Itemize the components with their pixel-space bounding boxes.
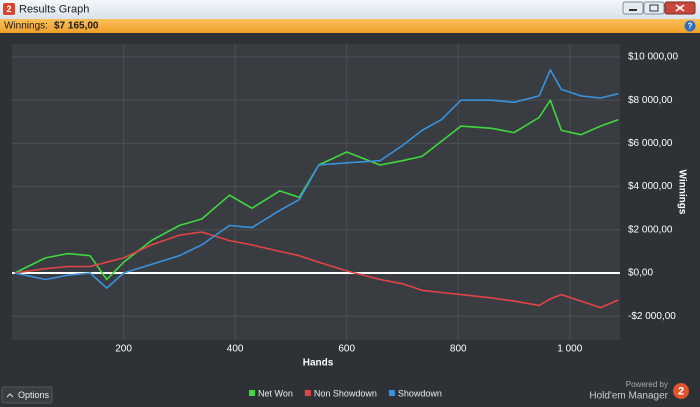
help-icon: ? xyxy=(688,22,693,31)
options-button[interactable] xyxy=(1,386,53,404)
x-tick-label: 800 xyxy=(450,344,467,355)
app-badge: 2 xyxy=(6,4,11,14)
legend-label: Net Won xyxy=(258,388,293,398)
window-title: Results Graph xyxy=(19,3,89,15)
minimize-icon xyxy=(629,9,637,11)
maximize-icon xyxy=(649,4,659,12)
legend-label: Non Showdown xyxy=(314,388,377,398)
x-tick-label: 400 xyxy=(227,344,244,355)
legend: Net Won Non Showdown Showdown xyxy=(249,388,442,398)
logo-text: 2 xyxy=(678,385,684,397)
y-tick-label: $2 000,00 xyxy=(628,224,673,235)
maximize-button[interactable] xyxy=(643,1,665,15)
x-tick-label: 200 xyxy=(115,344,132,355)
x-axis-label: Hands xyxy=(303,358,334,369)
close-icon xyxy=(675,4,685,12)
legend-swatch xyxy=(249,390,255,396)
product-name: Hold'em Manager xyxy=(589,391,668,402)
y-tick-label: $10 000,00 xyxy=(628,52,678,63)
series-line xyxy=(14,69,619,289)
app-icon xyxy=(3,3,15,15)
options-label: Options xyxy=(18,390,50,400)
legend-label: Showdown xyxy=(398,388,442,398)
x-tick-label: 1 000 xyxy=(557,344,582,355)
summary-value: $7 165,00 xyxy=(54,21,99,32)
powered-by: Powered by xyxy=(626,380,668,389)
summary-bar xyxy=(0,19,700,33)
help-button[interactable] xyxy=(684,20,696,32)
x-tick-label: 600 xyxy=(338,344,355,355)
title-bar xyxy=(0,0,700,19)
summary-label: Winnings: xyxy=(4,21,48,32)
y-tick-label: $8 000,00 xyxy=(628,95,673,106)
logo xyxy=(673,383,689,399)
window-buttons[interactable] xyxy=(622,1,696,15)
options-caret xyxy=(6,393,14,398)
series-line xyxy=(14,231,619,309)
series-lines xyxy=(14,69,619,309)
y-tick-label: -$2 000,00 xyxy=(628,311,676,322)
plot-area xyxy=(12,44,620,340)
y-tick-label: $0,00 xyxy=(628,268,653,279)
series-line xyxy=(14,99,619,281)
y-tick-label: $4 000,00 xyxy=(628,181,673,192)
legend-swatch xyxy=(388,390,395,396)
legend-swatch xyxy=(304,390,311,396)
y-tick-label: $6 000,00 xyxy=(628,138,673,149)
minimize-button[interactable] xyxy=(622,1,644,15)
y-axis-label: Winnings xyxy=(676,170,687,215)
